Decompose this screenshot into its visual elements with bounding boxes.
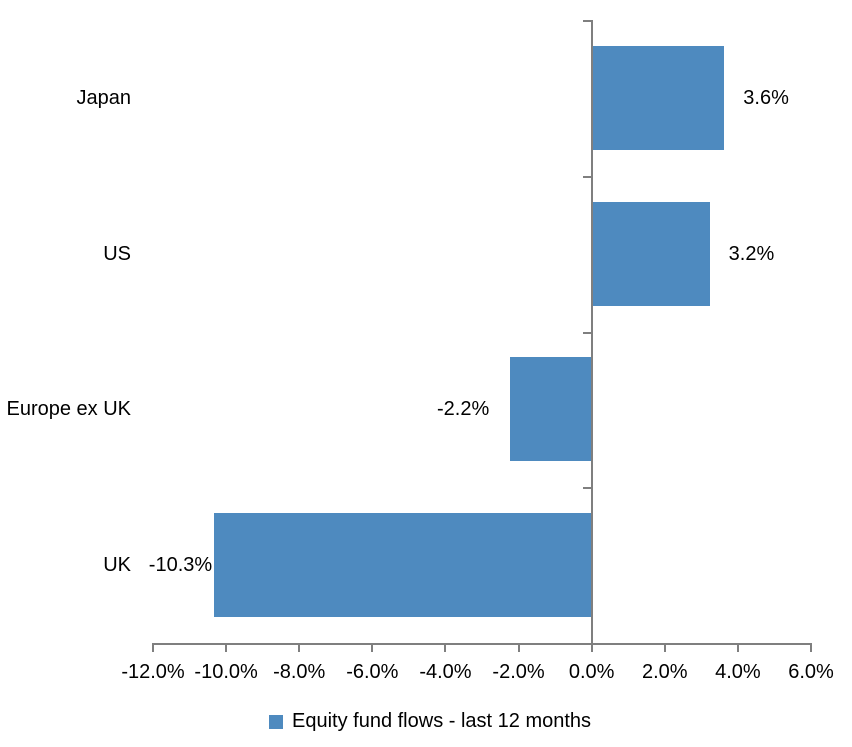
bar-value-label: -2.2% bbox=[437, 398, 490, 421]
bar-value-label: 3.2% bbox=[728, 242, 775, 265]
bar-value-label: 3.6% bbox=[743, 86, 789, 109]
value-axis-tick bbox=[736, 643, 739, 652]
chart-legend: Equity fund flows - last 12 months bbox=[269, 710, 591, 733]
category-axis-tick bbox=[582, 331, 593, 334]
value-tick-label: -2.0% bbox=[492, 661, 545, 683]
value-axis-tick bbox=[298, 643, 301, 652]
category-label-europe-ex-uk: Europe ex UK bbox=[6, 398, 131, 421]
category-axis-tick bbox=[582, 175, 593, 178]
value-tick-label: 2.0% bbox=[641, 661, 688, 683]
bar-uk bbox=[214, 513, 591, 618]
legend-series-label: Equity fund flows - last 12 months bbox=[292, 710, 592, 732]
value-tick-label: -10.0% bbox=[194, 661, 258, 683]
category-axis-tick bbox=[582, 487, 593, 490]
value-axis-tick bbox=[590, 643, 593, 652]
value-tick-label: -4.0% bbox=[419, 661, 472, 683]
category-axis-tick bbox=[582, 20, 593, 22]
value-tick-label: -8.0% bbox=[273, 661, 326, 683]
value-tick-label: 4.0% bbox=[715, 661, 761, 683]
value-axis-tick bbox=[663, 643, 666, 652]
legend-color-swatch bbox=[269, 714, 283, 729]
value-axis-tick bbox=[371, 643, 374, 652]
value-axis-tick bbox=[517, 643, 520, 652]
category-label-japan: Japan bbox=[76, 86, 132, 109]
value-axis-tick bbox=[225, 643, 228, 652]
category-label-uk: UK bbox=[103, 554, 131, 577]
bar-japan bbox=[592, 45, 725, 150]
value-axis-tick bbox=[152, 643, 154, 652]
bar-europe-ex-uk bbox=[510, 357, 591, 462]
bar-us bbox=[592, 201, 710, 306]
value-tick-label: -6.0% bbox=[346, 661, 399, 683]
value-tick-label: -12.0% bbox=[121, 661, 185, 683]
value-axis-line bbox=[152, 643, 812, 645]
category-label-us: US bbox=[103, 242, 131, 265]
bar-value-label: -10.3% bbox=[148, 554, 213, 577]
value-axis-tick bbox=[810, 643, 812, 652]
value-axis-tick bbox=[444, 643, 447, 652]
value-tick-label: 0.0% bbox=[568, 661, 615, 683]
value-tick-label: 6.0% bbox=[788, 661, 834, 683]
